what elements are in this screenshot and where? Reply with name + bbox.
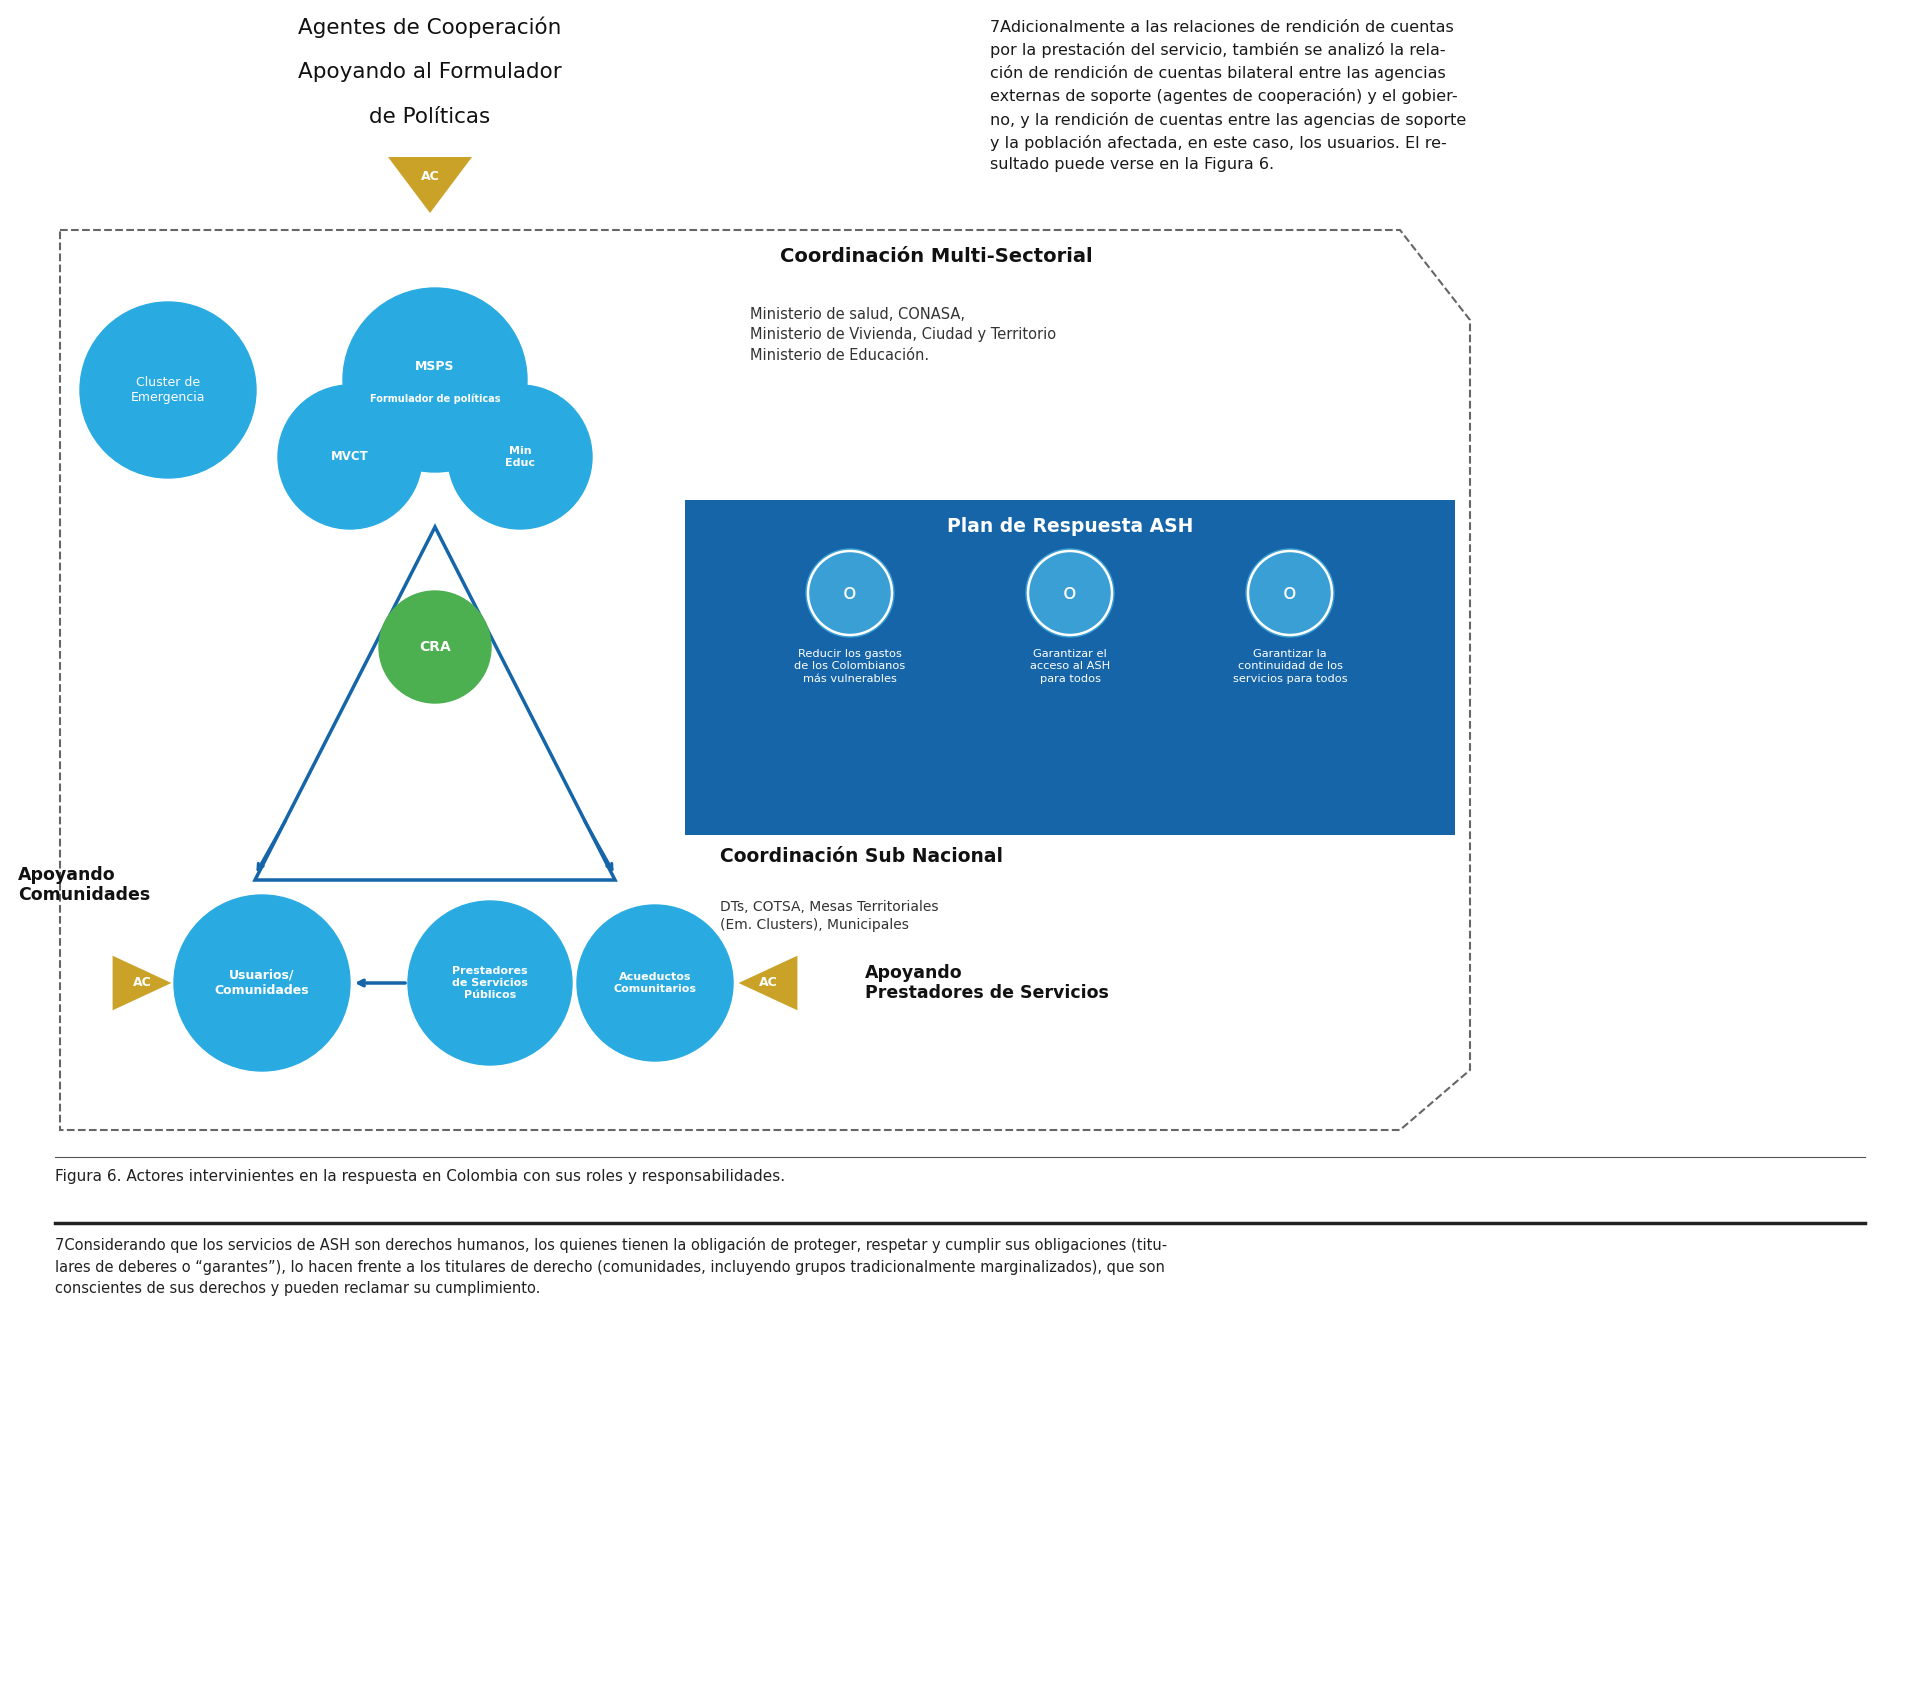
Circle shape <box>1246 549 1334 637</box>
Circle shape <box>409 902 572 1064</box>
Polygon shape <box>388 158 472 214</box>
Text: Apoyando
Prestadores de Servicios: Apoyando Prestadores de Servicios <box>866 963 1110 1002</box>
Text: CRA: CRA <box>419 641 451 654</box>
Text: Reducir los gastos
de los Colombianos
más vulnerables: Reducir los gastos de los Colombianos má… <box>795 649 906 683</box>
Text: 7Adicionalmente a las relaciones de rendición de cuentas
por la prestación del s: 7Adicionalmente a las relaciones de rend… <box>991 20 1467 173</box>
Text: o: o <box>1064 583 1077 603</box>
Text: Garantizar la
continuidad de los
servicios para todos: Garantizar la continuidad de los servici… <box>1233 649 1348 683</box>
Circle shape <box>175 895 349 1071</box>
Text: Formulador de políticas: Formulador de políticas <box>371 393 501 403</box>
Text: o: o <box>1283 583 1296 603</box>
Circle shape <box>447 385 591 529</box>
Polygon shape <box>113 956 171 1010</box>
Text: Apoyando
Comunidades: Apoyando Comunidades <box>17 866 150 905</box>
Text: Apoyando al Formulador: Apoyando al Formulador <box>298 63 563 81</box>
Text: Coordinación Multi-Sectorial: Coordinación Multi-Sectorial <box>780 247 1092 266</box>
Polygon shape <box>739 956 797 1010</box>
Circle shape <box>806 549 895 637</box>
Polygon shape <box>685 500 1455 836</box>
Text: Garantizar el
acceso al ASH
para todos: Garantizar el acceso al ASH para todos <box>1029 649 1110 683</box>
Text: AC: AC <box>420 171 440 183</box>
Text: Acueductos
Comunitarios: Acueductos Comunitarios <box>614 973 697 993</box>
Circle shape <box>578 905 733 1061</box>
Circle shape <box>81 302 255 478</box>
Circle shape <box>1025 549 1114 637</box>
Text: MSPS: MSPS <box>415 361 455 373</box>
Text: o: o <box>843 583 856 603</box>
Text: Plan de Respuesta ASH: Plan de Respuesta ASH <box>947 517 1192 536</box>
Text: AC: AC <box>132 976 152 990</box>
Text: Agentes de Cooperación: Agentes de Cooperación <box>298 17 563 39</box>
Text: AC: AC <box>758 976 778 990</box>
Circle shape <box>344 288 526 471</box>
Text: Figura 6. Actores intervinientes en la respuesta en Colombia con sus roles y res: Figura 6. Actores intervinientes en la r… <box>56 1170 785 1185</box>
Text: MVCT: MVCT <box>330 451 369 463</box>
Text: 7Considerando que los servicios de ASH son derechos humanos, los quienes tienen : 7Considerando que los servicios de ASH s… <box>56 1237 1167 1297</box>
Circle shape <box>378 592 492 703</box>
Text: Cluster de
Emergencia: Cluster de Emergencia <box>131 376 205 403</box>
Text: Min
Educ: Min Educ <box>505 446 536 468</box>
Circle shape <box>278 385 422 529</box>
Text: de Políticas: de Políticas <box>369 107 492 127</box>
Text: Ministerio de salud, CONASA,
Ministerio de Vivienda, Ciudad y Territorio
Ministe: Ministerio de salud, CONASA, Ministerio … <box>751 307 1056 363</box>
Text: Coordinación Sub Nacional: Coordinación Sub Nacional <box>720 848 1002 866</box>
Text: Prestadores
de Servicios
Públicos: Prestadores de Servicios Públicos <box>451 966 528 1000</box>
Text: DTs, COTSA, Mesas Territoriales
(Em. Clusters), Municipales: DTs, COTSA, Mesas Territoriales (Em. Clu… <box>720 900 939 932</box>
Text: Usuarios/
Comunidades: Usuarios/ Comunidades <box>215 970 309 997</box>
